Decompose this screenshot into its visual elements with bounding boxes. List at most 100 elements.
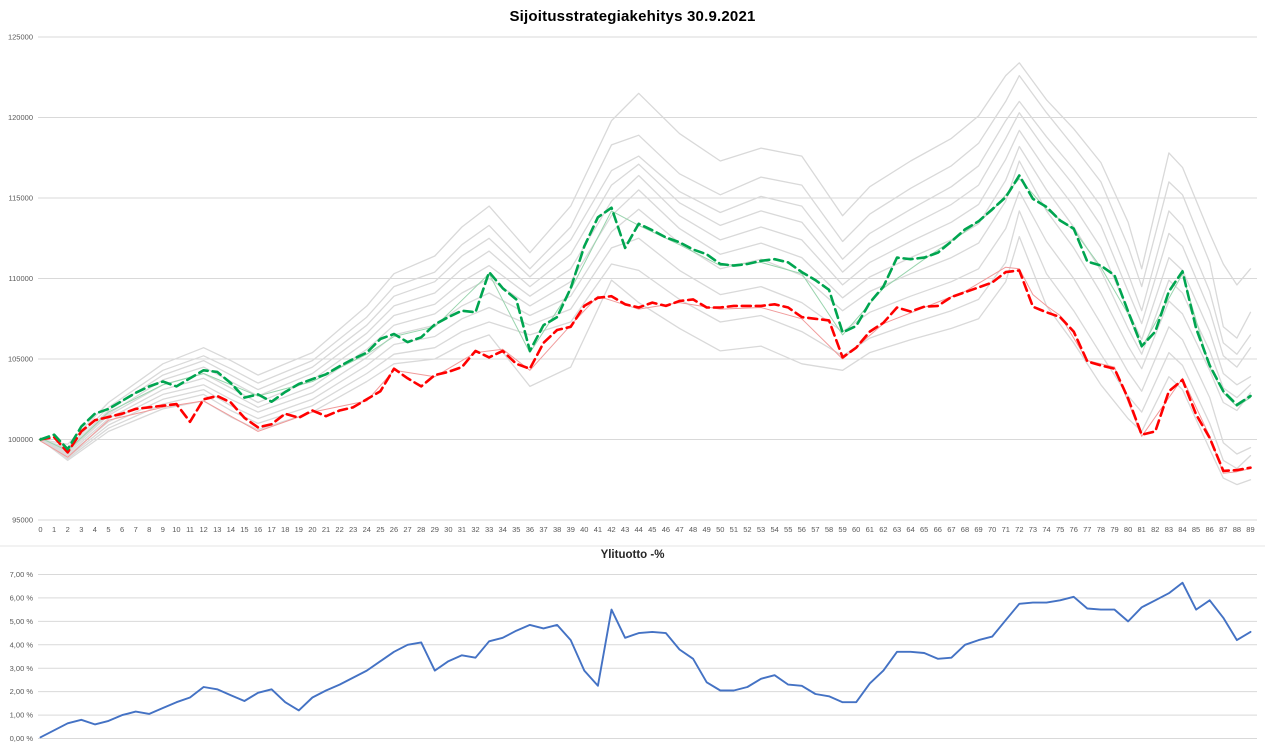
y-axis-tick-label: 95000 bbox=[12, 516, 33, 525]
x-axis-tick-label: 62 bbox=[879, 525, 887, 534]
x-axis-tick-label: 42 bbox=[607, 525, 615, 534]
x-axis-tick-label: 50 bbox=[716, 525, 724, 534]
x-axis-tick-label: 12 bbox=[199, 525, 207, 534]
x-axis-tick-label: 41 bbox=[594, 525, 602, 534]
series-benchmark-thin-red bbox=[40, 266, 1251, 474]
x-axis-tick-label: 85 bbox=[1192, 525, 1200, 534]
series-simulation-5 bbox=[39, 129, 1252, 454]
x-axis-tick-label: 63 bbox=[893, 525, 901, 534]
y-axis-tick-label: 110000 bbox=[9, 274, 33, 283]
y-axis-tick-label: 3,00 % bbox=[10, 664, 34, 673]
x-axis-tick-label: 34 bbox=[499, 525, 507, 534]
x-axis-tick-label: 32 bbox=[471, 525, 479, 534]
x-axis-tick-label: 72 bbox=[1015, 525, 1023, 534]
x-axis-tick-label: 0 bbox=[38, 525, 42, 534]
x-axis-tick-label: 56 bbox=[798, 525, 806, 534]
series-simulation-10 bbox=[39, 235, 1252, 486]
x-axis-tick-label: 27 bbox=[403, 525, 411, 534]
x-axis-tick-label: 33 bbox=[485, 525, 493, 534]
x-axis-tick-label: 52 bbox=[743, 525, 751, 534]
x-axis-tick-label: 5 bbox=[106, 525, 110, 534]
x-axis-tick-label: 80 bbox=[1124, 525, 1132, 534]
y-axis-tick-label: 2,00 % bbox=[10, 687, 34, 696]
x-axis-tick-label: 89 bbox=[1246, 525, 1254, 534]
x-axis-tick-label: 30 bbox=[444, 525, 452, 534]
x-axis-tick-label: 21 bbox=[322, 525, 330, 534]
series-simulation-2 bbox=[39, 74, 1252, 449]
y-axis-tick-label: 4,00 % bbox=[10, 640, 34, 649]
x-axis-tick-label: 48 bbox=[689, 525, 697, 534]
x-axis-tick-label: 87 bbox=[1219, 525, 1227, 534]
y-axis-tick-label: 0,00 % bbox=[10, 734, 34, 743]
x-axis-tick-label: 9 bbox=[161, 525, 165, 534]
x-axis-tick-label: 51 bbox=[730, 525, 738, 534]
x-axis-tick-label: 43 bbox=[621, 525, 629, 534]
x-axis-tick-label: 67 bbox=[947, 525, 955, 534]
x-axis-tick-label: 23 bbox=[349, 525, 357, 534]
x-axis-tick-label: 26 bbox=[390, 525, 398, 534]
x-axis-tick-label: 65 bbox=[920, 525, 928, 534]
x-axis-tick-label: 83 bbox=[1165, 525, 1173, 534]
x-axis-tick-label: 24 bbox=[363, 525, 371, 534]
x-axis-tick-label: 16 bbox=[254, 525, 262, 534]
x-axis-tick-label: 77 bbox=[1083, 525, 1091, 534]
x-axis-tick-label: 6 bbox=[120, 525, 124, 534]
x-axis-tick-label: 15 bbox=[240, 525, 248, 534]
y-axis-tick-label: 105000 bbox=[8, 355, 33, 364]
x-axis-tick-label: 2 bbox=[66, 525, 70, 534]
series-strategy-dashed-green bbox=[39, 174, 1252, 451]
x-axis-tick-label: 7 bbox=[134, 525, 138, 534]
y-axis-tick-label: 125000 bbox=[8, 33, 33, 42]
series-ylituotto-line bbox=[39, 581, 1252, 739]
x-axis-tick-label: 19 bbox=[295, 525, 303, 534]
x-axis-tick-label: 61 bbox=[866, 525, 874, 534]
x-axis-tick-label: 4 bbox=[93, 525, 97, 534]
x-axis-tick-label: 70 bbox=[988, 525, 996, 534]
x-axis-tick-label: 29 bbox=[431, 525, 439, 534]
x-axis-tick-label: 1 bbox=[52, 525, 56, 534]
x-axis-tick-label: 79 bbox=[1110, 525, 1118, 534]
y-axis-tick-label: 7,00 % bbox=[10, 570, 34, 579]
series-simulation-8 bbox=[39, 190, 1252, 458]
series-benchmark-dashed-red bbox=[39, 269, 1252, 473]
y-axis-tick-label: 5,00 % bbox=[10, 617, 34, 626]
x-axis-tick-label: 44 bbox=[635, 525, 643, 534]
x-axis-tick-label: 54 bbox=[770, 525, 778, 534]
top-chart-title: Sijoitusstrategiakehitys 30.9.2021 bbox=[509, 8, 756, 25]
x-axis-tick-label: 22 bbox=[335, 525, 343, 534]
x-axis-tick-label: 64 bbox=[906, 525, 914, 534]
x-axis-tick-label: 35 bbox=[512, 525, 520, 534]
x-axis-tick-label: 66 bbox=[934, 525, 942, 534]
y-axis-tick-label: 115000 bbox=[9, 194, 33, 203]
series-simulation-7 bbox=[39, 160, 1252, 457]
x-axis-tick-label: 3 bbox=[79, 525, 83, 534]
x-axis-tick-label: 14 bbox=[227, 525, 235, 534]
x-axis-tick-label: 68 bbox=[961, 525, 969, 534]
x-axis-tick-label: 47 bbox=[675, 525, 683, 534]
x-axis-tick-label: 18 bbox=[281, 525, 289, 534]
x-axis-tick-label: 38 bbox=[553, 525, 561, 534]
x-axis-tick-label: 40 bbox=[580, 525, 588, 534]
x-axis-tick-label: 58 bbox=[825, 525, 833, 534]
y-axis-tick-label: 1,00 % bbox=[10, 711, 34, 720]
x-axis-tick-label: 28 bbox=[417, 525, 425, 534]
series-simulation-1 bbox=[39, 62, 1252, 445]
x-axis-tick-label: 81 bbox=[1138, 525, 1146, 534]
y-axis-tick-label: 100000 bbox=[8, 435, 33, 444]
x-axis-tick-label: 45 bbox=[648, 525, 656, 534]
x-axis-tick-label: 75 bbox=[1056, 525, 1064, 534]
x-axis-tick-label: 11 bbox=[186, 525, 194, 534]
x-axis-tick-label: 82 bbox=[1151, 525, 1159, 534]
series-simulation-9 bbox=[39, 210, 1252, 470]
x-axis-tick-label: 69 bbox=[974, 525, 982, 534]
x-axis-tick-label: 57 bbox=[811, 525, 819, 534]
x-axis-tick-label: 59 bbox=[838, 525, 846, 534]
x-axis-tick-label: 36 bbox=[526, 525, 534, 534]
series-simulation-3 bbox=[39, 100, 1252, 450]
series-simulation-4 bbox=[39, 112, 1252, 452]
x-axis-tick-label: 86 bbox=[1205, 525, 1213, 534]
x-axis-tick-label: 84 bbox=[1178, 525, 1186, 534]
x-axis-tick-label: 39 bbox=[567, 525, 575, 534]
